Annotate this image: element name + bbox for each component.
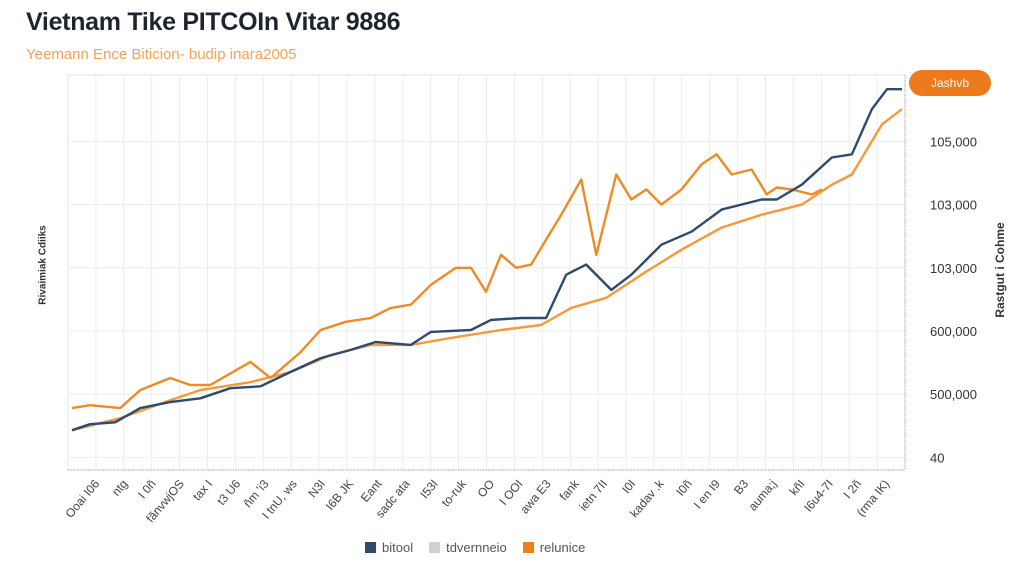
x-tick-label: I 2ñ (840, 477, 864, 501)
x-tick-label: OO (475, 477, 498, 500)
legend-swatch (522, 542, 534, 553)
x-tick-label: I53I (417, 477, 441, 501)
x-tick-label: N3I (305, 477, 328, 500)
x-tick-label: ntg (109, 477, 130, 499)
y-tick-label: 40 (930, 450, 944, 465)
y-tick-label: 103,000 (930, 261, 977, 276)
x-tick-label: I en I9 (691, 477, 723, 512)
y-tick-label: 500,000 (930, 387, 977, 402)
y-tick-label: 600,000 (930, 324, 977, 339)
x-tick-label: tax I (190, 477, 215, 503)
chart-subtitle: Yeemann Ence Biticion- budip inara2005 (26, 46, 297, 63)
x-tick-label: Ooai I06 (62, 477, 102, 521)
x-tick-label: fank (557, 476, 583, 503)
legend-item-bitool: bitool (365, 540, 413, 555)
legend-swatch (365, 542, 376, 553)
x-tick-label: I6B JK (323, 477, 356, 513)
x-tick-label: awa E3 (517, 477, 554, 517)
legend-swatch (429, 542, 441, 553)
y-tick-label: 103,000 (930, 198, 977, 213)
chart-title: Vietnam Tike PITCOIn Vitar 9886 (26, 8, 401, 36)
legend-label: tdvernneio (446, 540, 507, 555)
series-line-bitool (71, 88, 902, 432)
legend: bitool tdvernneio relunice (365, 540, 585, 555)
series-line-relunice-trend (71, 108, 903, 432)
legend-label: bitool (382, 540, 414, 555)
x-tick-label: B3 (731, 477, 751, 497)
x-tick-label: t3 U6 (214, 477, 243, 508)
x-tick-label: I6u4-7I (801, 477, 836, 515)
x-tick-label: I0I (619, 477, 638, 496)
y-tick-label: 105,000 (930, 134, 977, 149)
x-tick-label: kñI (787, 477, 808, 498)
badge-button[interactable]: Jashvb (909, 70, 991, 96)
series-line-relunice (71, 153, 823, 410)
legend-item-relunice: relunice (522, 540, 586, 555)
x-tick-label: I0ñ (673, 477, 694, 499)
legend-label: relunice (539, 540, 586, 555)
x-tick-label: ietn 7II (576, 477, 610, 514)
x-tick-label: to-ruk (439, 476, 470, 509)
x-tick-label: I 0ñ (135, 477, 159, 501)
legend-item-tdvernneio: tdvernneio (429, 540, 507, 555)
x-tick-label: auma;j (746, 477, 780, 514)
